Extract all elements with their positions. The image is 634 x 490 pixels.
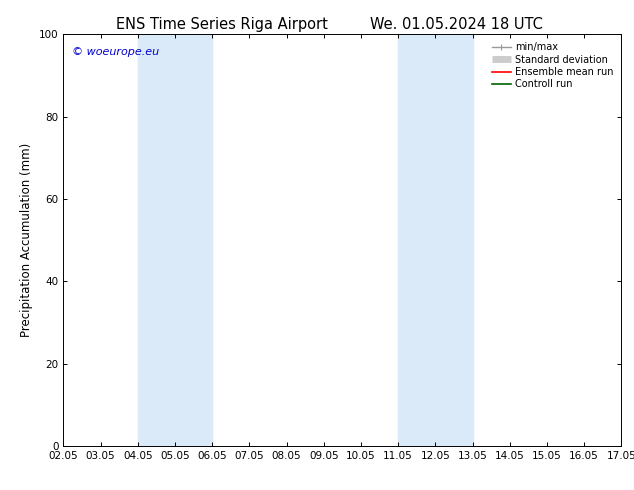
Text: © woeurope.eu: © woeurope.eu (72, 47, 159, 57)
Legend: min/max, Standard deviation, Ensemble mean run, Controll run: min/max, Standard deviation, Ensemble me… (489, 39, 616, 92)
Bar (138, 34, 212, 446)
Text: We. 01.05.2024 18 UTC: We. 01.05.2024 18 UTC (370, 17, 543, 32)
Y-axis label: Precipitation Accumulation (mm): Precipitation Accumulation (mm) (20, 143, 34, 337)
Text: ENS Time Series Riga Airport: ENS Time Series Riga Airport (116, 17, 328, 32)
Bar (398, 34, 472, 446)
